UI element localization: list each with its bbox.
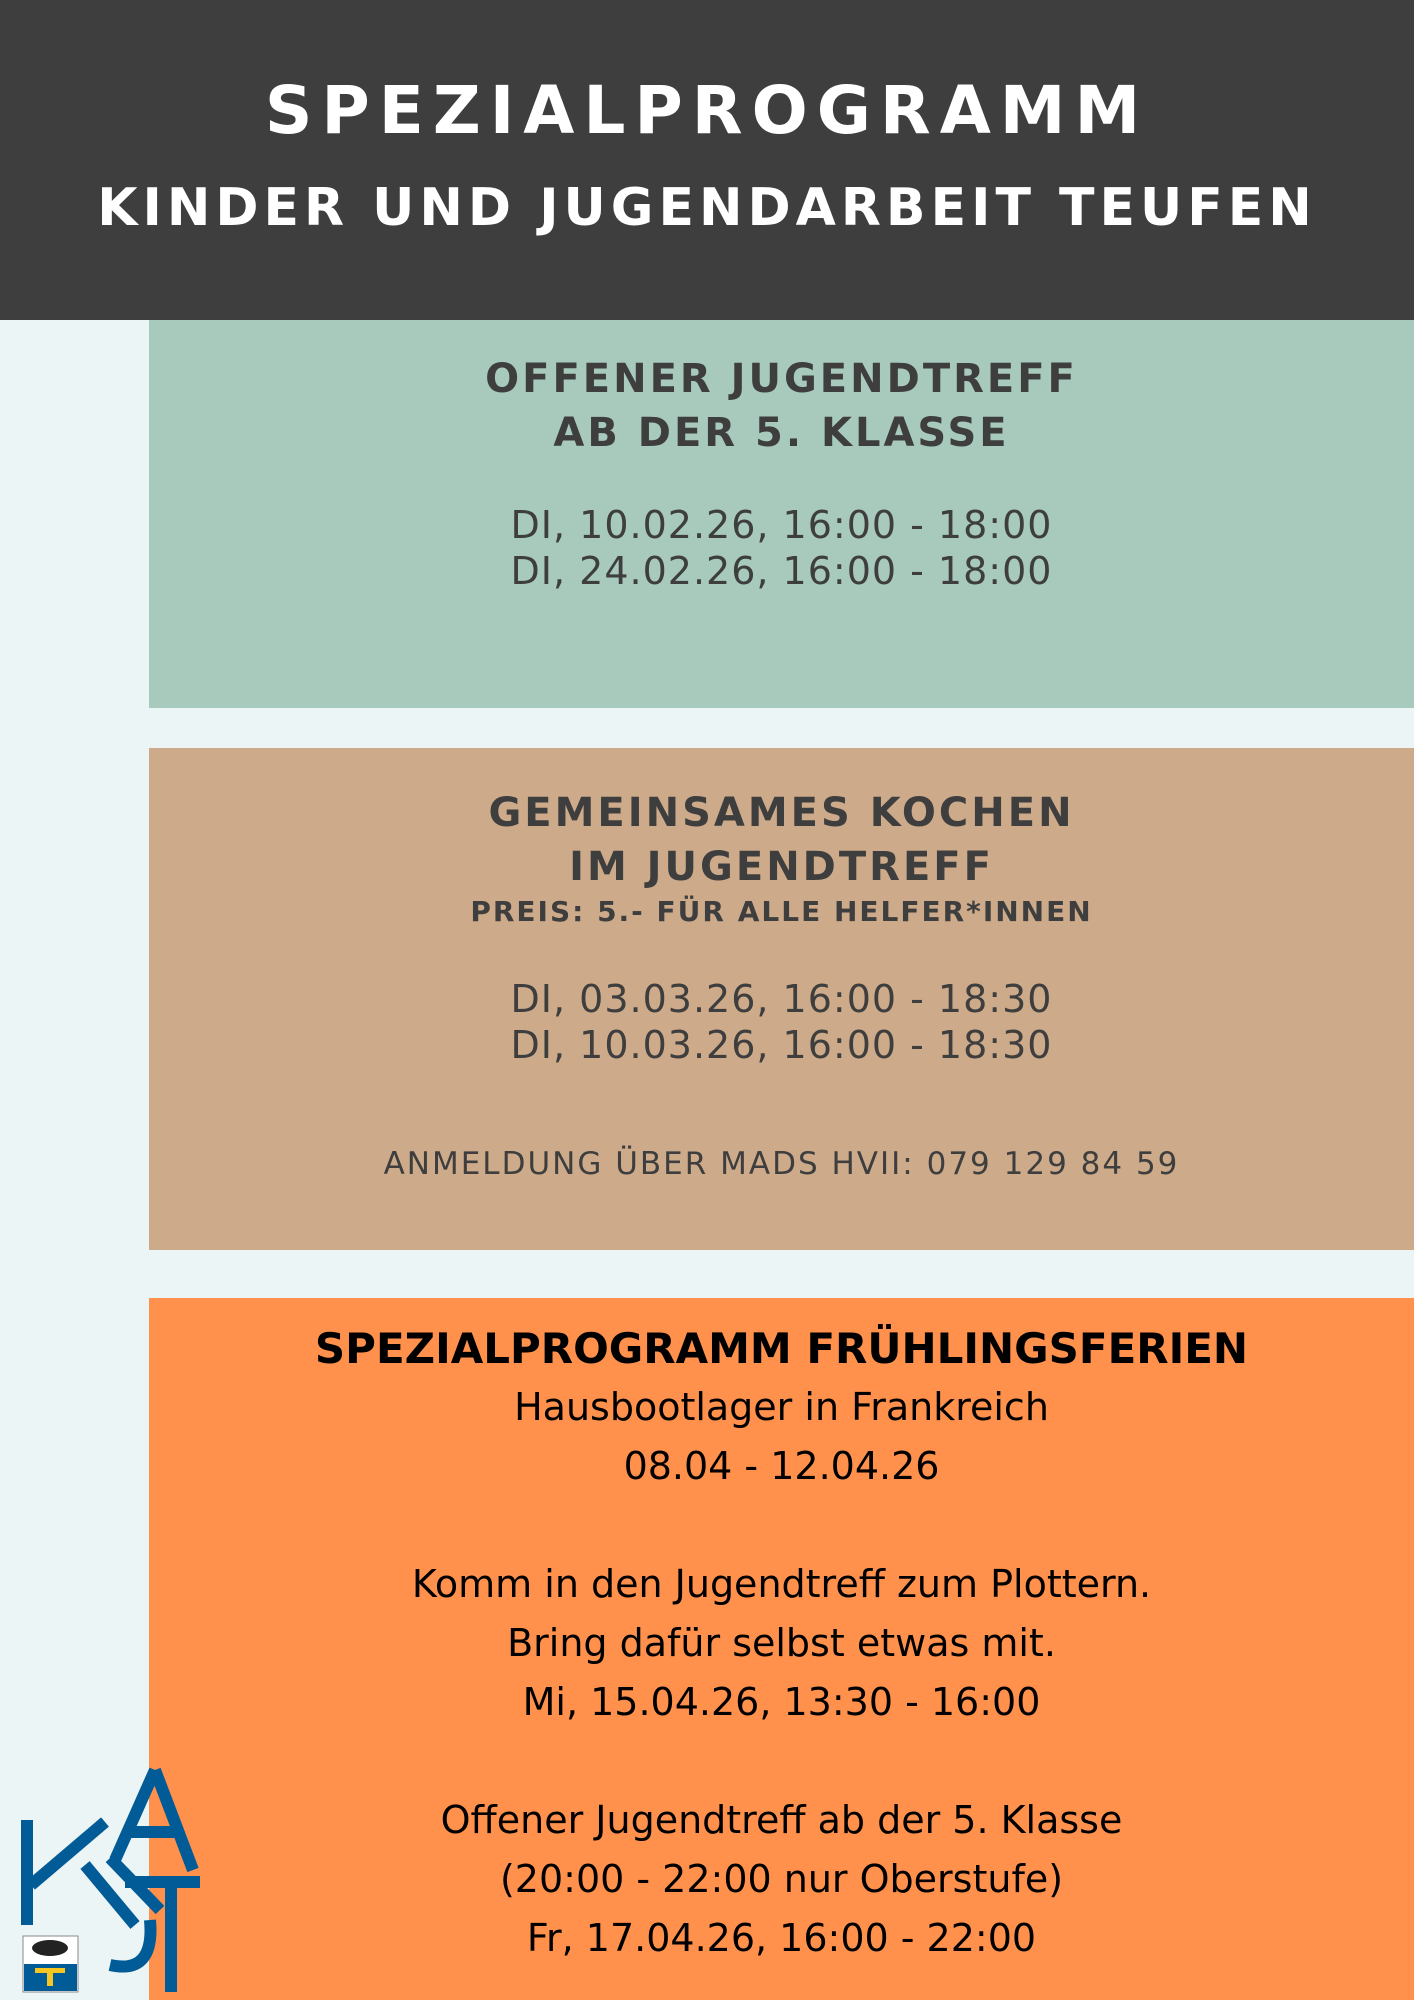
kjat-logo — [21, 1767, 200, 1993]
section-title: IM JUGENDTREFF — [569, 844, 994, 890]
text-line: Offener Jugendtreff ab der 5. Klasse — [440, 1798, 1123, 1842]
date-item: DI, 24.02.26, 16:00 - 18:00 — [510, 549, 1053, 593]
text-line: Hausbootlager in Frankreich — [514, 1385, 1049, 1429]
text-line: Bring dafür selbst etwas mit. — [507, 1621, 1056, 1665]
text-line: (20:00 - 22:00 nur Oberstufe) — [499, 1857, 1064, 1901]
page-title: SPEZIALPROGRAMM — [264, 72, 1150, 149]
date-item: DI, 10.02.26, 16:00 - 18:00 — [510, 503, 1053, 547]
text-line: Mi, 15.04.26, 13:30 - 16:00 — [522, 1680, 1041, 1724]
section-kochen: GEMEINSAMES KOCHEN IM JUGENDTREFF PREIS:… — [149, 748, 1414, 1250]
section-fruehlingsferien: SPEZIALPROGRAMM FRÜHLINGSFERIEN Hausboot… — [149, 1298, 1414, 2000]
text-line: 08.04 - 12.04.26 — [623, 1444, 940, 1488]
date-item: DI, 03.03.26, 16:00 - 18:30 — [510, 977, 1053, 1021]
section-title: SPEZIALPROGRAMM FRÜHLINGSFERIEN — [314, 1324, 1249, 1373]
text-line: Fr, 17.04.26, 16:00 - 22:00 — [526, 1916, 1037, 1960]
page-subtitle: KINDER UND JUGENDARBEIT TEUFEN — [97, 178, 1317, 238]
price-note: PREIS: 5.- FÜR ALLE HELFER*INNEN — [470, 895, 1093, 928]
text-line — [149, 1732, 1414, 1791]
registration-note: ANMELDUNG ÜBER MADS HVII: 079 129 84 59 — [383, 1146, 1180, 1182]
header: SPEZIALPROGRAMM KINDER UND JUGENDARBEIT … — [0, 0, 1414, 320]
section-title: OFFENER JUGENDTREFF — [485, 356, 1078, 402]
text-line: Komm in den Jugendtreff zum Plottern. — [411, 1562, 1152, 1606]
section-title: AB DER 5. KLASSE — [553, 410, 1010, 456]
date-item: DI, 10.03.26, 16:00 - 18:30 — [510, 1023, 1053, 1067]
text-line — [149, 1496, 1414, 1555]
section-title: GEMEINSAMES KOCHEN — [488, 790, 1075, 836]
section-jugendtreff: OFFENER JUGENDTREFF AB DER 5. KLASSE DI,… — [149, 320, 1414, 708]
